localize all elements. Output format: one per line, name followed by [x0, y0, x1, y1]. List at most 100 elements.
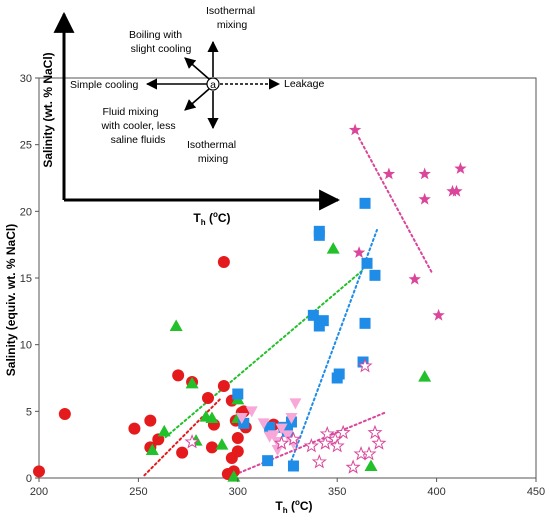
- star-open-marker: [303, 438, 319, 453]
- triangle-down-marker: [245, 406, 258, 418]
- circle-marker: [231, 432, 244, 444]
- y-tick-label: 25: [20, 140, 32, 152]
- circle-marker: [176, 446, 189, 459]
- star-filled-marker: [418, 192, 431, 205]
- triangle-down-marker: [281, 430, 294, 442]
- star-open-marker: [311, 454, 327, 469]
- label-isothermal-down: Isothermal mixing: [187, 139, 239, 165]
- inset-x-axis-title: Th (oC): [193, 210, 230, 227]
- star-filled-marker: [348, 123, 362, 136]
- triangle-up-marker: [205, 411, 219, 423]
- square-marker: [369, 269, 381, 281]
- y-tick-label: 30: [20, 73, 32, 85]
- square-marker: [359, 197, 371, 209]
- triangle-up-marker: [169, 319, 183, 331]
- triangle-down-marker: [285, 413, 298, 424]
- circle-marker: [217, 256, 230, 268]
- triangle-up-marker: [227, 470, 241, 482]
- circle-marker: [205, 441, 218, 454]
- star-filled-marker: [450, 184, 463, 197]
- triangle-down-marker: [271, 445, 284, 456]
- boiling-arrow: [184, 57, 210, 80]
- circle-marker: [144, 414, 157, 427]
- y-tick-label: 20: [20, 206, 32, 218]
- triangle-down-marker: [275, 423, 288, 435]
- circle-marker: [172, 369, 185, 382]
- star-filled-marker: [352, 246, 366, 258]
- star-open-marker: [361, 446, 377, 461]
- label-boiling: Boiling with slight cooling: [129, 29, 192, 55]
- square-marker: [264, 421, 276, 433]
- y-tick-label: 0: [26, 473, 32, 485]
- circle-marker: [217, 380, 230, 392]
- x-tick-label: 300: [229, 486, 247, 498]
- triangle-up-marker: [418, 370, 432, 382]
- star-open-marker: [184, 434, 200, 449]
- star-filled-marker: [432, 308, 445, 321]
- x-tick-label: 200: [30, 486, 48, 498]
- x-tick-label: 450: [527, 486, 545, 498]
- x-tick-label: 350: [328, 486, 346, 498]
- trendline: [228, 411, 386, 478]
- triangle-down-marker: [257, 418, 270, 430]
- inset-origin-label: a: [210, 79, 216, 91]
- square-marker: [232, 388, 244, 400]
- fluid-mixing-arrow: [184, 88, 210, 111]
- star-open-marker: [345, 459, 361, 474]
- label-leakage: Leakage: [284, 78, 324, 90]
- label-isothermal-up: Isothermal mixing: [206, 5, 258, 31]
- square-marker: [262, 455, 274, 467]
- y-tick-label: 15: [20, 273, 32, 285]
- trendline: [358, 137, 434, 275]
- inset-origin-circle: [206, 77, 220, 91]
- star-open-marker: [273, 435, 290, 450]
- axis-ticks: 200 250 300 350 400 450 0 5 10 15 20 25 30: [20, 73, 545, 498]
- star-open-marker: [329, 438, 345, 453]
- triangle-up-marker: [215, 438, 229, 450]
- triangle-up-marker: [185, 376, 199, 389]
- label-fluid-mixing: Fluid mixing with cooler, less saline fl…: [100, 106, 178, 146]
- inset-y-axis-title: Salinity (wt. % NaCl): [41, 52, 55, 167]
- triangle-down-marker: [289, 398, 302, 410]
- circle-marker: [201, 392, 214, 404]
- triangle-down-marker: [263, 431, 276, 443]
- circle-marker: [231, 445, 244, 458]
- star-filled-marker: [382, 167, 396, 180]
- square-marker: [357, 356, 369, 368]
- square-marker: [317, 315, 329, 327]
- x-axis-title: Th (oC): [275, 498, 312, 515]
- square-marker: [238, 417, 250, 429]
- y-axis-title: Salinity (equiv. wt. % NaCl): [4, 224, 18, 376]
- triangle-up-marker: [326, 242, 340, 254]
- square-marker: [307, 309, 319, 321]
- triangle-up-marker: [145, 443, 159, 455]
- triangle-up-marker: [364, 459, 378, 471]
- square-marker: [333, 368, 345, 380]
- star-filled-marker: [418, 167, 431, 180]
- star-open-marker: [285, 431, 302, 446]
- triangle-down-marker: [235, 413, 248, 424]
- star-open-marker: [319, 426, 335, 441]
- star-open-marker: [317, 435, 333, 450]
- square-marker: [313, 229, 325, 241]
- star-filled-marker: [408, 272, 421, 285]
- inset-schematic: Salinity (wt. % NaCl) Th (oC) a Isotherm…: [41, 5, 341, 227]
- trendlines: [143, 137, 434, 478]
- trendline: [288, 229, 378, 467]
- circle-marker: [58, 408, 71, 420]
- star-filled-marker: [454, 162, 467, 174]
- label-simple-cooling: Simple cooling: [70, 79, 138, 91]
- square-marker: [361, 257, 373, 269]
- square-marker: [359, 317, 371, 329]
- data-markers: [33, 123, 467, 482]
- x-tick-label: 400: [427, 486, 445, 498]
- circle-marker: [33, 465, 45, 478]
- x-tick-label: 250: [129, 486, 147, 498]
- y-tick-label: 10: [20, 340, 32, 352]
- trendline: [149, 269, 365, 451]
- trendline: [143, 398, 221, 477]
- square-marker: [287, 460, 299, 472]
- star-open-marker: [371, 435, 387, 450]
- circle-marker: [128, 422, 141, 435]
